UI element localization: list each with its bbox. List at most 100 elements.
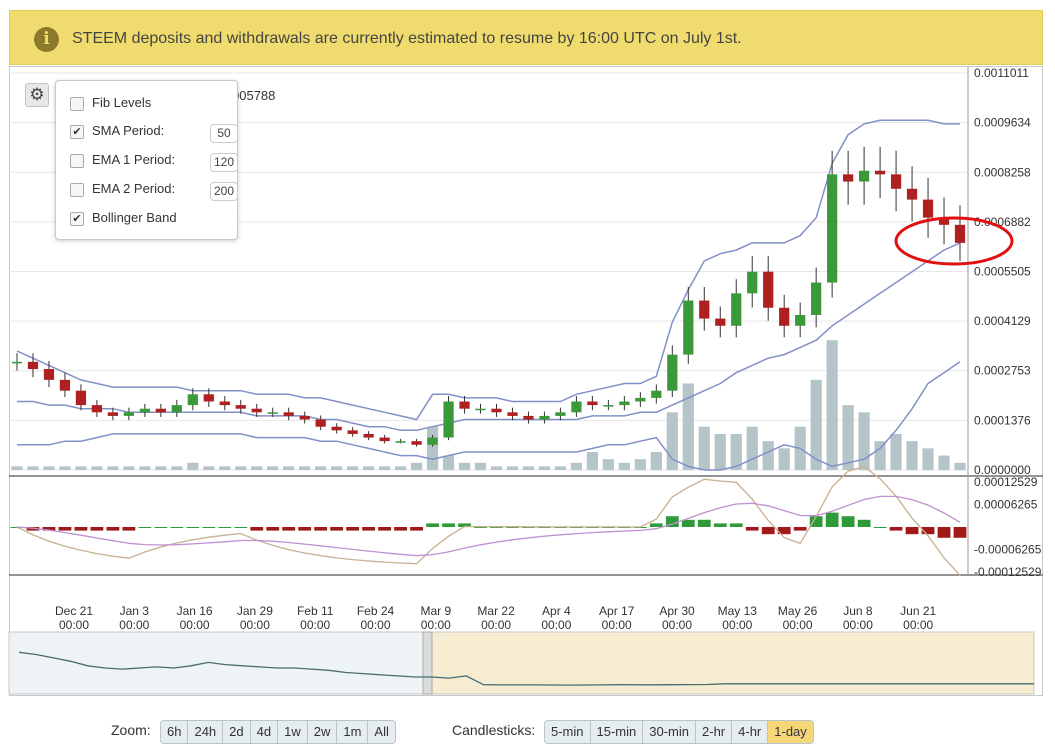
candle-button-4-hr[interactable]: 4-hr — [732, 721, 769, 743]
candle-body — [635, 397, 646, 402]
sma-period-input[interactable]: 50 — [210, 124, 238, 143]
volume-bar — [203, 466, 215, 470]
zoom-button-1m[interactable]: 1m — [337, 721, 369, 743]
macd-histogram-bar — [90, 527, 104, 531]
macd-histogram-bar — [729, 523, 743, 527]
zoom-button-group: 6h 24h 2d 4d 1w 2w 1m All — [160, 720, 396, 744]
macd-histogram-bar — [474, 527, 487, 528]
macd-histogram-bar — [522, 527, 535, 528]
ema1-period-checkbox[interactable] — [70, 154, 84, 168]
macd-histogram-bar — [490, 527, 503, 528]
volume-bar — [426, 426, 439, 470]
zoom-button-2d[interactable]: 2d — [223, 721, 251, 743]
x-tick-date-label: May 26 — [778, 604, 818, 618]
x-tick-time-label: 00:00 — [903, 618, 933, 632]
volume-bar — [235, 466, 247, 470]
candle-body — [459, 401, 470, 409]
x-tick-time-label: 00:00 — [240, 618, 270, 632]
volume-bar — [107, 466, 119, 470]
candle-body — [11, 361, 23, 364]
macd-histogram-bar — [394, 527, 407, 531]
ema2-period-input[interactable]: 200 — [210, 182, 238, 201]
x-tick-date-label: Mar 9 — [420, 604, 451, 618]
candle-body — [922, 199, 934, 218]
candle-body — [107, 412, 119, 416]
volume-bar — [347, 466, 359, 470]
candle-button-15-min[interactable]: 15-min — [591, 721, 644, 743]
zoom-button-1w[interactable]: 1w — [278, 721, 308, 743]
candle-button-2-hr[interactable]: 2-hr — [696, 721, 733, 743]
candlesticks-label: Candlesticks: — [452, 722, 536, 738]
volume-bar — [219, 466, 231, 470]
volume-bar — [458, 462, 471, 470]
macd-histogram-bar — [745, 527, 759, 531]
x-tick-date-label: Feb 24 — [357, 604, 395, 618]
gear-icon[interactable]: ⚙ — [25, 83, 49, 107]
x-tick-time-label: 00:00 — [59, 618, 89, 632]
candle-body — [843, 174, 854, 182]
candle-button-1-day[interactable]: 1-day — [768, 721, 813, 743]
price-tick-label: 0.0002753 — [974, 364, 1031, 378]
zoom-button-24h[interactable]: 24h — [188, 721, 224, 743]
fib-levels-checkbox[interactable] — [70, 97, 84, 111]
x-tick-date-label: Mar 22 — [477, 604, 515, 618]
macd-histogram-bar — [905, 527, 919, 535]
macd-histogram-bar — [937, 527, 951, 538]
volume-bar — [906, 441, 918, 470]
macd-histogram-bar — [282, 527, 296, 531]
zoom-button-6h[interactable]: 6h — [161, 721, 189, 743]
candle-body — [827, 174, 838, 283]
bollinger-lower-line — [17, 361, 961, 471]
candle-button-30-min[interactable]: 30-min — [643, 721, 697, 743]
volume-bar — [634, 459, 646, 470]
bollinger-band-checkbox[interactable]: ✔ — [70, 212, 84, 226]
zoom-button-all[interactable]: All — [374, 724, 389, 739]
volume-bar — [762, 441, 774, 470]
candle-body — [91, 405, 103, 413]
macd-histogram-bar — [346, 527, 360, 531]
volume-bar — [11, 466, 23, 470]
macd-histogram-bar — [953, 527, 967, 538]
volume-bar — [778, 448, 790, 470]
x-tick-time-label: 00:00 — [722, 618, 752, 632]
macd-histogram-bar — [442, 523, 455, 527]
candle-body — [651, 390, 662, 398]
volume-bar — [602, 459, 614, 470]
volume-bar — [27, 466, 39, 470]
sma-period-checkbox[interactable]: ✔ — [70, 125, 84, 139]
last-price-fragment: 005788 — [232, 88, 276, 103]
zoom-button-2w[interactable]: 2w — [308, 721, 338, 743]
volume-bar — [299, 466, 311, 470]
candle-body — [587, 401, 598, 406]
macd-histogram-bar — [410, 527, 423, 531]
volume-bar — [171, 466, 183, 470]
x-tick-date-label: May 13 — [718, 604, 758, 618]
macd-histogram-bar — [314, 527, 328, 531]
volume-bar — [363, 466, 375, 470]
candle-button-5-min[interactable]: 5-min — [545, 721, 591, 743]
volume-bar — [570, 462, 583, 470]
macd-histogram-bar — [538, 527, 551, 528]
macd-histogram-bar — [761, 527, 775, 535]
macd-line — [16, 465, 961, 576]
ema2-period-checkbox[interactable] — [70, 183, 84, 197]
candle-body — [235, 405, 246, 409]
volume-bar — [506, 466, 519, 470]
volume-bar — [394, 466, 407, 470]
candle-body — [299, 415, 310, 420]
candle-body — [603, 405, 614, 407]
annotation-ellipse — [894, 216, 1014, 266]
volume-bar — [826, 340, 838, 470]
zoom-button-4d[interactable]: 4d — [251, 721, 279, 743]
macd-histogram-bar — [665, 516, 679, 527]
volume-bar — [155, 466, 167, 470]
ema1-period-input[interactable]: 120 — [210, 153, 238, 172]
sma-period-label: SMA Period: — [92, 123, 165, 138]
volume-bar — [890, 433, 902, 470]
macd-tick-label: -0.00006265 — [974, 543, 1042, 557]
candle-body — [491, 408, 502, 413]
candle-body — [203, 394, 214, 402]
candle-body — [890, 174, 902, 189]
candle-body — [331, 426, 342, 431]
